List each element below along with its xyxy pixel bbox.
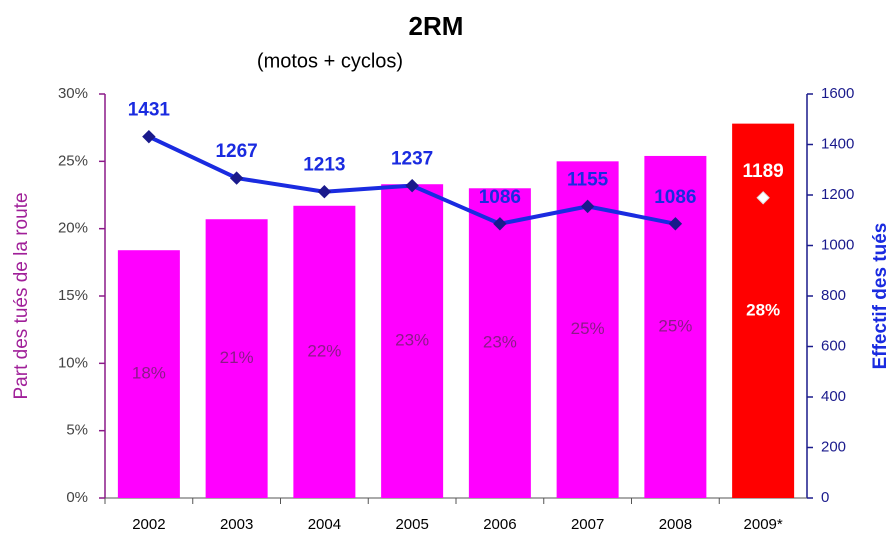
- bar: [381, 184, 444, 498]
- y2-tick-label: 1200: [821, 186, 854, 203]
- y2-tick-label: 800: [821, 287, 846, 304]
- y2-tick-label: 0: [821, 489, 829, 506]
- line-marker: [756, 191, 770, 205]
- line-value-label: 1189: [743, 161, 784, 182]
- line-marker: [405, 178, 419, 193]
- y-tick-label: 15%: [58, 287, 88, 304]
- bar-value-label: 23%: [395, 331, 429, 350]
- x-tick-label: 2004: [308, 516, 341, 533]
- y-tick-label: 25%: [58, 152, 88, 169]
- bar: [293, 205, 356, 499]
- y2-tick-label: 1000: [821, 236, 854, 253]
- x-tick-label: 2007: [571, 516, 604, 533]
- bar: [205, 219, 268, 499]
- line-value-label: 1155: [567, 169, 609, 190]
- y2-tick-label: 1600: [821, 85, 854, 102]
- bar-value-label: 21%: [220, 348, 254, 367]
- line-value-label: 1431: [128, 100, 171, 121]
- y2-axis-title: Effectif des tués: [870, 223, 891, 370]
- y-tick-label: 0%: [66, 489, 88, 506]
- x-tick-label: 2006: [483, 516, 516, 533]
- bar-value-label: 18%: [132, 364, 166, 383]
- y-axis-title: Part des tués de la route: [11, 192, 32, 399]
- x-tick-label: 2008: [659, 516, 692, 533]
- chart-title: 2RM: [409, 11, 464, 41]
- line-value-label: 1086: [479, 187, 521, 208]
- bar: [556, 161, 619, 499]
- chart-subtitle: (motos + cyclos): [257, 50, 403, 72]
- y2-tick-label: 200: [821, 438, 846, 455]
- y2-tick-label: 400: [821, 388, 846, 405]
- bar-value-label: 25%: [658, 316, 692, 335]
- y-tick-label: 5%: [66, 422, 88, 439]
- x-tick-label: 2003: [220, 516, 253, 533]
- bar-value-label: 22%: [307, 341, 341, 360]
- x-tick-label: 2009*: [744, 516, 783, 533]
- line-marker: [580, 199, 595, 214]
- bar-value-label: 23%: [483, 333, 517, 352]
- line-marker: [493, 217, 507, 231]
- bar: [117, 250, 180, 498]
- line-marker: [668, 217, 683, 231]
- y2-tick-label: 1400: [821, 135, 854, 152]
- bar: [468, 188, 531, 498]
- x-tick-label: 2005: [395, 516, 428, 533]
- y-tick-label: 30%: [58, 85, 88, 102]
- line-marker: [317, 185, 332, 199]
- bar-value-label: 25%: [571, 319, 605, 338]
- line-marker: [142, 129, 156, 144]
- line-value-label: 1213: [303, 155, 345, 176]
- y-tick-label: 20%: [58, 220, 88, 237]
- line-value-label: 1086: [654, 187, 696, 208]
- bar-value-label: 28%: [746, 300, 780, 319]
- line-value-label: 1267: [215, 141, 257, 162]
- x-tick-label: 2002: [132, 516, 165, 533]
- bar: [644, 155, 707, 499]
- line-marker: [229, 171, 244, 185]
- y2-tick-label: 600: [821, 337, 846, 354]
- bar: [732, 123, 795, 499]
- y-tick-label: 10%: [58, 354, 88, 371]
- line-value-label: 1237: [391, 149, 433, 170]
